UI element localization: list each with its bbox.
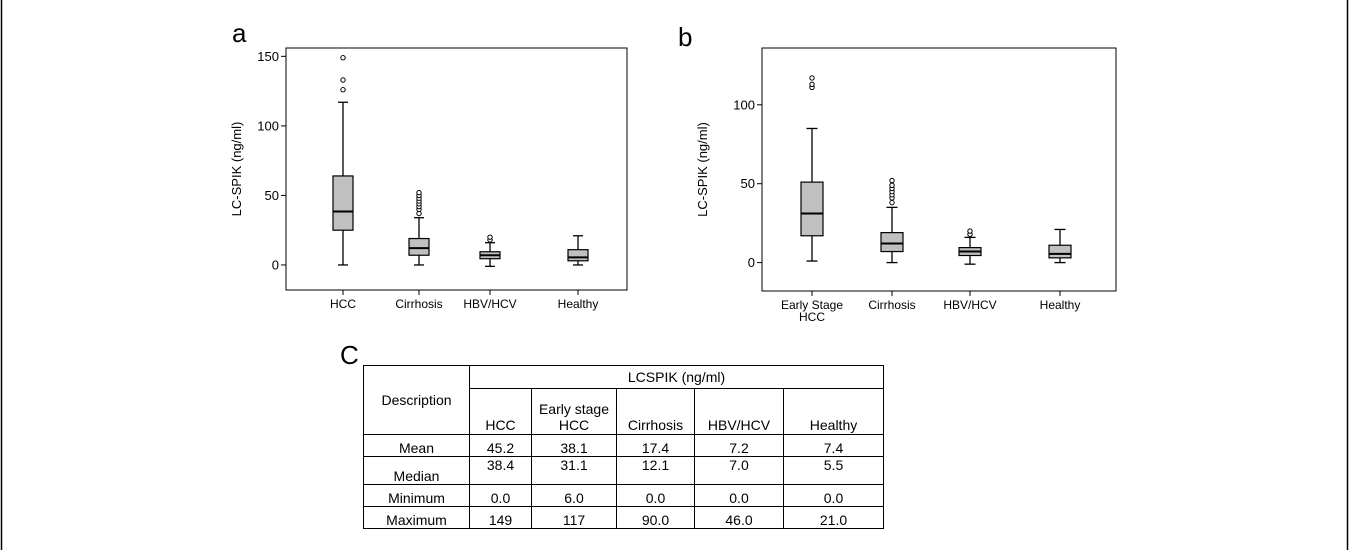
box-healthy [567,249,589,262]
stats-table: Description LCSPIK (ng/ml) HCC Early stag… [363,365,884,529]
y-axis-label: LC-SPIK (ng/ml) [695,122,710,217]
table-col-header-cirrhosis: Cirrhosis [616,388,695,435]
table-cell: 12.1 [616,456,695,485]
table-cell: 0.0 [694,484,784,507]
x-tick-label-healthy: Healthy [1040,298,1081,312]
outlier-point-cirrhosis [889,177,895,184]
outlier-point-early-stage-hcc [809,75,815,81]
outlier-point-cirrhosis [889,182,895,188]
x-tick-label-hcc: HCC [330,297,356,311]
x-tick-label-cirrhosis: Cirrhosis [868,298,915,312]
table-cell: 17.4 [616,434,695,457]
plot-area-frame [761,47,1117,292]
stats-table-wrap: Description LCSPIK (ng/ml) HCC Early stag… [363,365,884,529]
outlier-point-cirrhosis [889,199,895,206]
box-early-stage-hcc [800,181,824,237]
panel-label-b: b [678,22,693,52]
table-cell: 7.4 [783,434,884,457]
panel-label-c: C [340,340,359,370]
y-tick-label: 50 [265,188,279,203]
table-row-median: Median 38.4 31.1 12.1 7.0 5.5 [363,456,884,485]
panel-label-a: a [232,18,247,48]
table-cell: 31.1 [531,456,617,485]
box-cirrhosis [880,232,904,253]
table-cell: 46.0 [694,506,784,529]
box-healthy [1048,244,1072,259]
table-row-label: Maximum [363,506,470,529]
x-tick-label-hbv-hcv: HBV/HCV [943,298,996,312]
table-row-mean: Mean 45.2 38.1 17.4 7.2 7.4 [363,434,884,457]
table-cell: 0.0 [469,484,532,507]
table-cell: 117 [531,506,617,529]
y-tick-label: 100 [257,118,279,133]
outlier-point-hcc [340,55,346,61]
y-tick-label: 100 [733,97,755,112]
table-col-header-hbv-hcv: HBV/HCV [694,388,784,435]
outlier-point-hbv-hcv [487,234,493,240]
outlier-point-hcc [340,77,346,83]
table-row-maximum: Maximum 149 117 90.0 46.0 21.0 [363,506,884,529]
table-cell: 0.0 [783,484,884,507]
table-col-header-healthy: Healthy [783,388,884,435]
box-hcc [332,175,354,231]
y-axis-label: LC-SPIK (ng/ml) [229,122,244,217]
table-row-label: Minimum [363,484,470,507]
outlier-point-cirrhosis [416,189,422,196]
table-col-header-early-stage-hcc: Early stage HCC [531,388,617,435]
table-row-label: Median [363,456,470,485]
plot-area-frame [285,47,628,291]
boxplot-a: 0 50 100 150 LC-SPIK (ng/ml) HCC Cirrhosis HBV/… [229,47,628,311]
x-tick-label-early-stage-hcc: Early Stage HCC [781,298,843,324]
table-cell: 149 [469,506,532,529]
y-tick-label: 50 [741,176,755,191]
y-tick-label: 0 [272,257,279,272]
x-tick-label-hbv-hcv: HBV/HCV [463,297,516,311]
table-cell: 90.0 [616,506,695,529]
outlier-point-hbv-hcv [967,228,973,234]
x-tick-label-healthy: Healthy [558,297,599,311]
table-cell: 5.5 [783,456,884,485]
outlier-point-early-stage-hcc [809,81,815,87]
table-cell: 6.0 [531,484,617,507]
y-tick-label: 0 [748,255,755,270]
table-cell: 21.0 [783,506,884,529]
table-row-header: Description [363,365,470,435]
table-cell: 7.0 [694,456,784,485]
box-cirrhosis [408,237,430,256]
table-group-header: LCSPIK (ng/ml) [469,365,884,389]
table-row-label: Mean [363,434,470,457]
table-cell: 38.4 [469,456,532,485]
y-tick-label: 150 [257,49,279,64]
x-tick-label-cirrhosis: Cirrhosis [395,297,442,311]
table-cell: 38.1 [531,434,617,457]
boxplot-b: 0 50 100 LC-SPIK (ng/ml) Early Stage HCC Cirrh… [695,47,1117,324]
table-cell: 7.2 [694,434,784,457]
table-row-minimum: Minimum 0.0 6.0 0.0 0.0 0.0 [363,484,884,507]
table-cell: 0.0 [616,484,695,507]
table-cell: 45.2 [469,434,532,457]
table-col-header-hcc: HCC [469,388,532,435]
outlier-point-hcc [340,87,346,93]
